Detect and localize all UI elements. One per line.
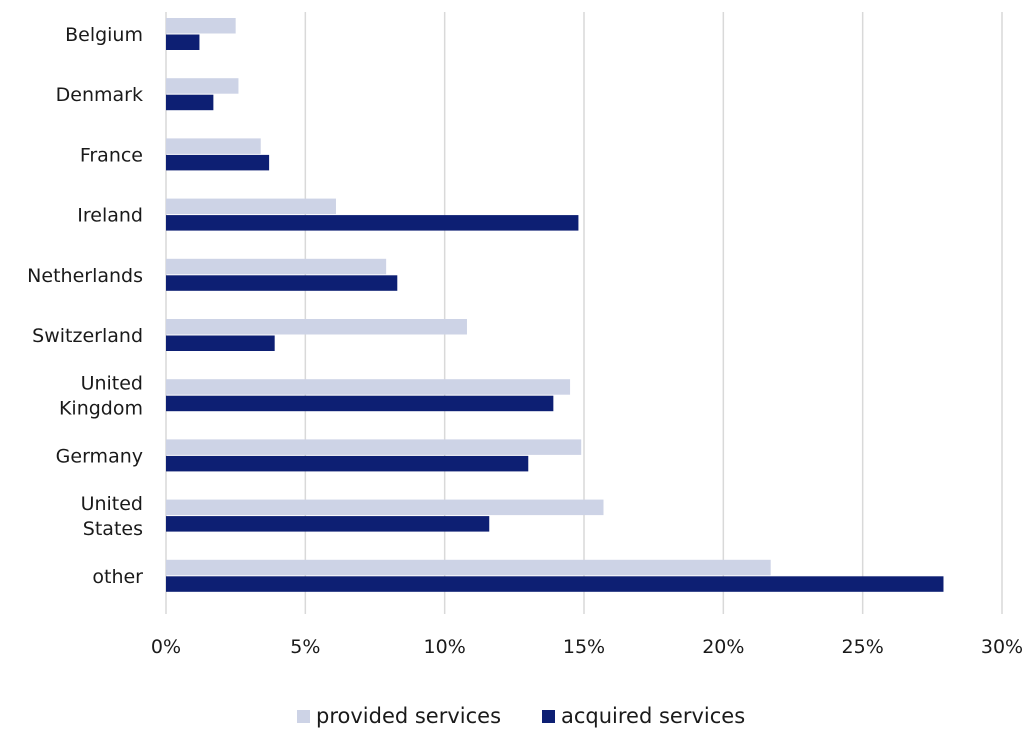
category-label-1: Denmark [56, 84, 143, 106]
category-label-line: States [83, 518, 143, 540]
legend-item-0: provided services [297, 704, 501, 728]
x-tick-label-4: 20% [702, 636, 744, 658]
category-label-line: Switzerland [32, 325, 143, 347]
bar-provided-8 [166, 499, 604, 516]
bar-provided-9 [166, 559, 771, 576]
bar-provided-4 [166, 258, 387, 275]
legend-label: acquired services [561, 704, 745, 728]
x-tick-label-0: 0% [151, 636, 181, 658]
bar-provided-7 [166, 439, 582, 455]
category-label-3: Ireland [77, 205, 143, 227]
legend: provided services acquired services [297, 704, 745, 728]
category-label-line: Ireland [77, 205, 143, 227]
category-label-line: United [81, 493, 143, 515]
bar-acquired-2 [166, 154, 270, 171]
bar-provided-2 [166, 138, 261, 154]
bars [166, 18, 944, 592]
legend-label: provided services [316, 704, 501, 728]
gridlines [165, 12, 1003, 614]
category-label-line: France [80, 144, 143, 166]
bar-acquired-9 [166, 576, 944, 592]
x-axis-tick-labels: 0% 5% 10% 15% 20% 25% 30% [151, 636, 1023, 658]
bar-acquired-6 [166, 395, 554, 412]
category-labels: Belgium Denmark France Ireland Netherlands Sw… [27, 24, 143, 588]
bar-provided-3 [166, 198, 336, 215]
bar-acquired-8 [166, 516, 490, 532]
category-label-line: Belgium [65, 24, 143, 46]
category-label-0: Belgium [65, 24, 143, 46]
category-label-6: United Kingdom [59, 373, 143, 420]
category-label-9: other [92, 566, 143, 588]
legend-swatch [542, 710, 555, 723]
category-label-2: France [80, 144, 143, 166]
category-label-4: Netherlands [27, 265, 143, 287]
bar-provided-5 [166, 319, 467, 335]
bar-acquired-1 [166, 94, 214, 111]
bar-provided-6 [166, 379, 571, 395]
x-tick-label-1: 5% [290, 636, 320, 658]
bar-acquired-0 [166, 34, 200, 50]
bar-provided-0 [166, 18, 236, 34]
category-label-line: Denmark [56, 84, 143, 106]
category-label-line: Germany [56, 445, 143, 467]
category-label-8: United States [81, 493, 143, 540]
bar-acquired-3 [166, 215, 579, 231]
x-tick-label-3: 15% [563, 636, 605, 658]
x-tick-label-2: 10% [424, 636, 466, 658]
bar-acquired-4 [166, 275, 398, 291]
category-label-7: Germany [56, 445, 143, 467]
x-tick-label-5: 25% [842, 636, 884, 658]
category-label-line: other [92, 566, 143, 588]
category-label-line: Netherlands [27, 265, 143, 287]
bar-provided-1 [166, 78, 239, 94]
bar-acquired-5 [166, 335, 275, 351]
legend-item-1: acquired services [542, 704, 745, 728]
legend-swatch [297, 710, 310, 723]
category-label-line: United [81, 373, 143, 395]
category-label-5: Switzerland [32, 325, 143, 347]
x-tick-label-6: 30% [981, 636, 1023, 658]
category-label-line: Kingdom [59, 398, 143, 420]
bar-acquired-7 [166, 455, 529, 472]
